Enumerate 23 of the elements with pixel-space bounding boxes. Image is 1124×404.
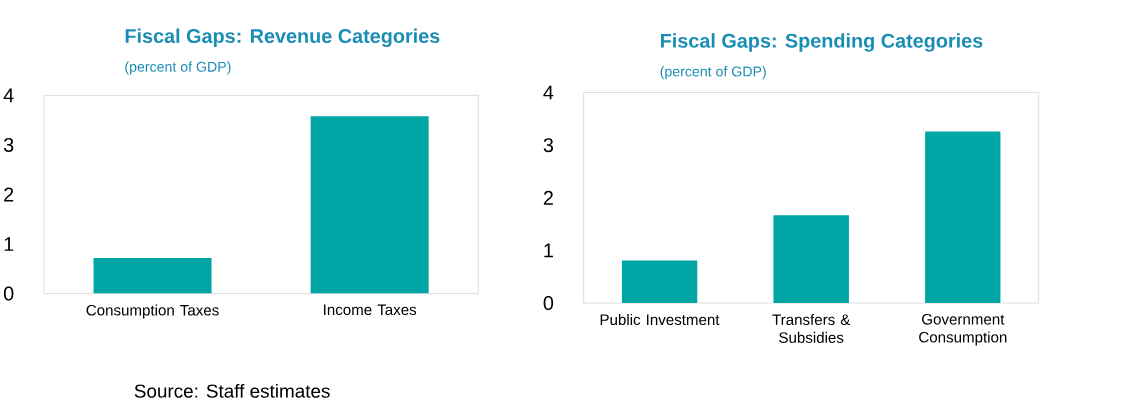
y-tick-label: 4 xyxy=(543,85,554,100)
chart-subtitle: (percent of GDP) xyxy=(125,61,231,75)
bar xyxy=(773,215,849,304)
y-tick-label: 1 xyxy=(544,243,553,258)
x-tick-label: Income Taxes xyxy=(324,304,417,315)
x-tick-label: Consumption Taxes xyxy=(86,304,219,319)
y-tick-label: 1 xyxy=(4,237,14,251)
chart-title: Fiscal Gaps: Revenue Categories xyxy=(125,28,440,48)
y-tick-label: 3 xyxy=(3,137,14,152)
source-note: Source: Staff estimates xyxy=(134,383,330,398)
chart-subtitle: (percent of GDP) xyxy=(660,66,766,80)
y-tick-label: 3 xyxy=(543,138,554,153)
y-tick-label: 2 xyxy=(4,187,14,202)
bar xyxy=(925,131,1001,304)
x-tick-label: Transfers & Subsidies xyxy=(772,313,851,343)
y-tick-label: 2 xyxy=(543,190,553,205)
bar xyxy=(621,260,698,304)
y-tick-label: 0 xyxy=(543,296,554,311)
x-tick-label: Government Consumption xyxy=(919,313,1007,346)
y-tick-label: 0 xyxy=(3,286,14,301)
x-tick-label: Public Investment xyxy=(600,313,720,325)
chart-title: Fiscal Gaps: Spending Categories xyxy=(661,33,983,52)
y-tick-label: 4 xyxy=(3,88,14,103)
